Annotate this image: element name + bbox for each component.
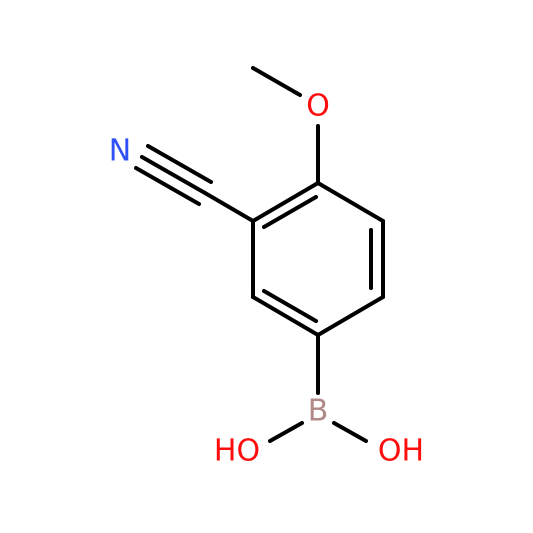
atom-label: HO	[214, 434, 260, 469]
bond	[251, 66, 302, 97]
bond	[316, 181, 385, 223]
bond	[268, 421, 304, 443]
bond	[140, 155, 207, 195]
bond	[316, 295, 385, 337]
bond	[262, 195, 318, 229]
bond	[134, 166, 201, 206]
atom-label: B	[308, 394, 329, 429]
bond	[146, 144, 213, 184]
atom-label: N	[109, 134, 131, 169]
bond	[251, 181, 320, 223]
atom-label: OH	[378, 434, 424, 469]
bond	[251, 295, 320, 337]
bonds	[134, 66, 385, 443]
bond	[203, 191, 255, 223]
bond	[262, 289, 318, 323]
bond	[332, 421, 368, 443]
atom-label: O	[306, 89, 330, 124]
